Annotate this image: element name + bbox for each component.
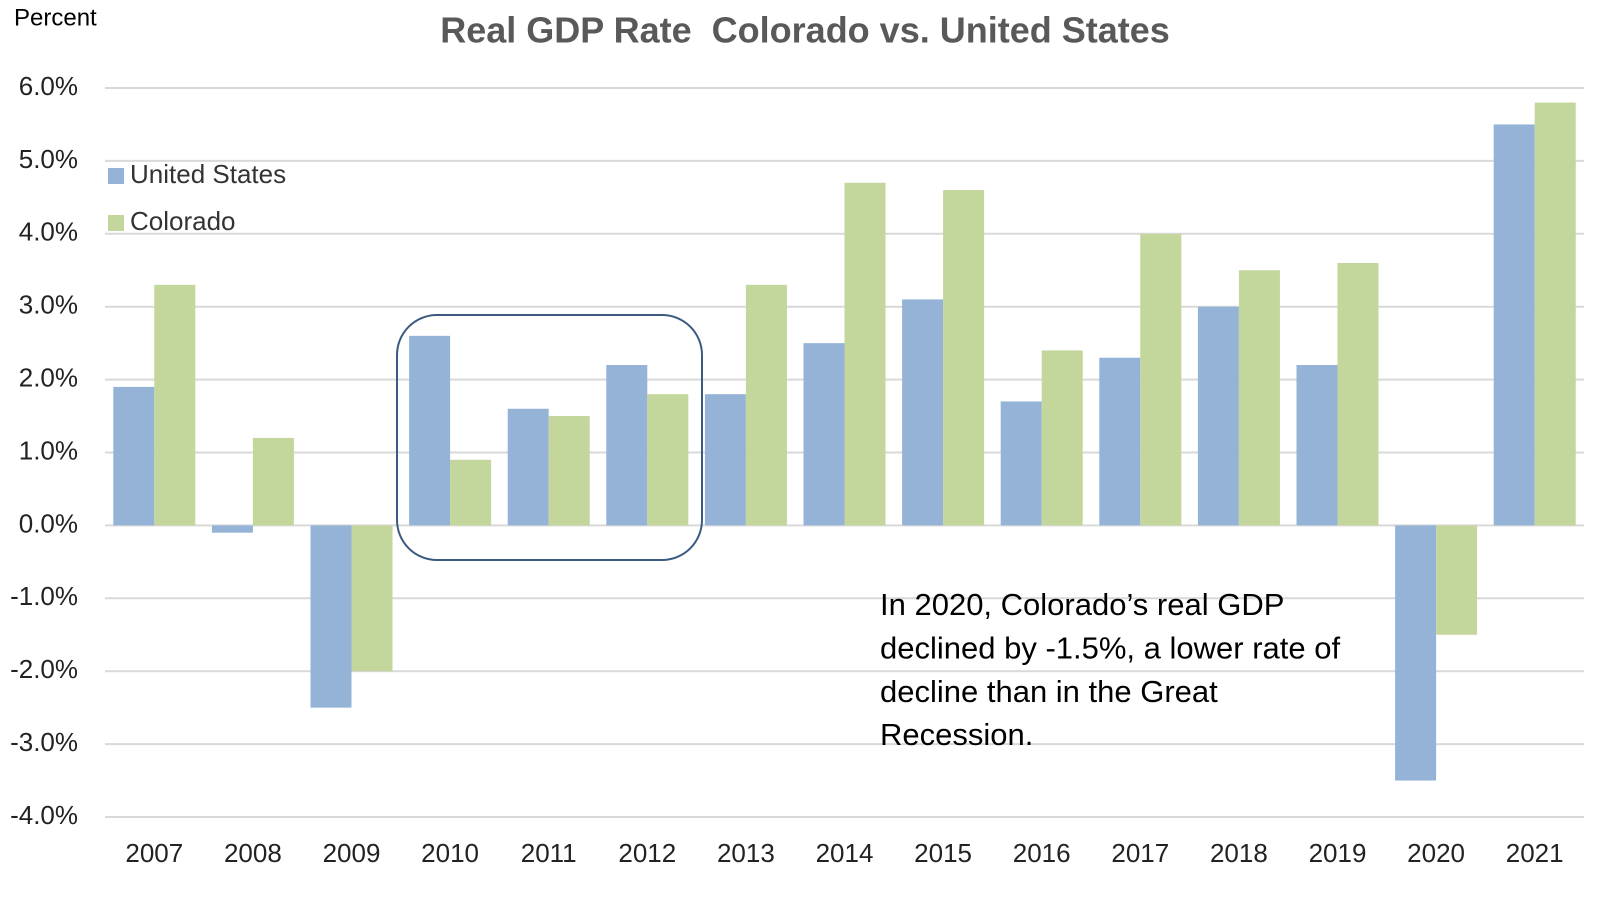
bar	[154, 284, 196, 526]
bar	[450, 459, 492, 526]
x-tick-label: 2020	[1407, 838, 1465, 868]
x-tick-label: 2016	[1013, 838, 1071, 868]
bar	[1337, 262, 1379, 526]
bar	[803, 343, 845, 526]
bar	[943, 190, 985, 526]
y-axis-label: Percent	[14, 4, 97, 31]
annotation-line: decline than in the Great	[880, 674, 1218, 709]
bar	[704, 394, 746, 526]
bar	[647, 394, 689, 526]
bar	[1238, 270, 1280, 526]
x-tick-label: 2014	[816, 838, 874, 868]
bar	[310, 525, 352, 708]
bar	[252, 437, 294, 526]
bar	[409, 335, 451, 526]
bar	[902, 299, 944, 526]
bar	[1436, 525, 1478, 635]
highlight-box	[396, 314, 703, 561]
y-tick-label: 2.0%	[19, 362, 78, 392]
bar	[211, 525, 253, 533]
bar	[1000, 401, 1042, 526]
bar	[113, 386, 155, 526]
y-tick-label: -3.0%	[10, 727, 78, 757]
bar	[1099, 357, 1141, 526]
bar	[1395, 525, 1437, 781]
legend-label: Colorado	[130, 206, 236, 236]
y-tick-label: -1.0%	[10, 581, 78, 611]
legend-label: United States	[130, 159, 286, 189]
x-tick-label: 2021	[1506, 838, 1564, 868]
bar	[745, 284, 787, 526]
bar	[1197, 306, 1239, 526]
bar	[1041, 350, 1083, 526]
legend-swatch	[108, 215, 124, 231]
y-tick-label: 1.0%	[19, 435, 78, 465]
x-tick-label: 2009	[323, 838, 381, 868]
bar	[606, 365, 648, 526]
y-tick-label: -2.0%	[10, 654, 78, 684]
x-tick-label: 2017	[1111, 838, 1169, 868]
y-tick-label: 0.0%	[19, 508, 78, 538]
y-tick-label: 4.0%	[19, 217, 78, 247]
bar	[1140, 233, 1182, 526]
y-tick-label: 3.0%	[19, 290, 78, 320]
bar	[1296, 365, 1338, 526]
x-tick-label: 2019	[1309, 838, 1367, 868]
x-tick-label: 2013	[717, 838, 775, 868]
annotation-line: In 2020, Colorado’s real GDP	[880, 587, 1284, 622]
annotation-line: declined by -1.5%, a lower rate of	[880, 630, 1340, 665]
x-tick-label: 2007	[125, 838, 183, 868]
x-tick-label: 2010	[421, 838, 479, 868]
bar	[844, 182, 886, 526]
annotation: In 2020, Colorado’s real GDP declined by …	[880, 587, 1340, 752]
bar	[548, 416, 590, 526]
x-tick-label: 2015	[914, 838, 972, 868]
bar	[1493, 124, 1535, 526]
x-tick-label: 2012	[618, 838, 676, 868]
y-tick-label: 6.0%	[19, 71, 78, 101]
bar	[1534, 102, 1576, 526]
x-tick-label: 2008	[224, 838, 282, 868]
y-tick-label: -4.0%	[10, 800, 78, 830]
x-tick-label: 2018	[1210, 838, 1268, 868]
x-tick-label: 2011	[521, 838, 577, 868]
y-tick-label: 5.0%	[19, 144, 78, 174]
chart-title: Real GDP Rate Colorado vs. United States	[440, 10, 1170, 51]
bars	[113, 102, 1576, 781]
legend-swatch	[108, 168, 124, 184]
bar	[507, 408, 549, 526]
bar	[351, 525, 393, 672]
annotation-line: Recession.	[880, 717, 1033, 752]
